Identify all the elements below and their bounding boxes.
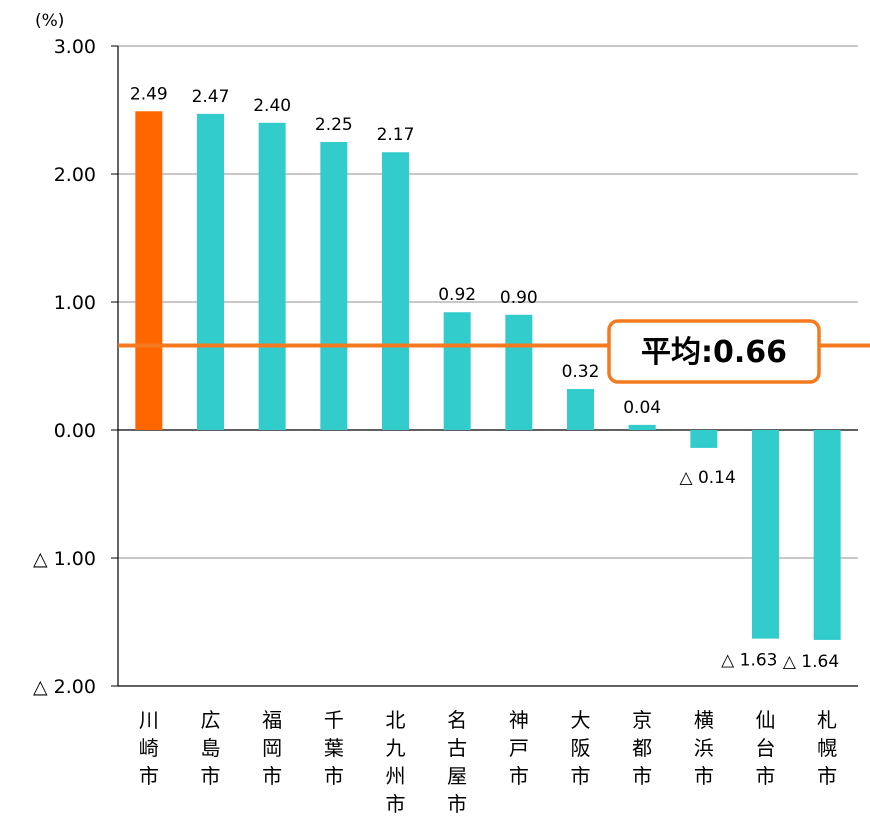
category-char: 大 [571, 708, 591, 732]
bar-10 [752, 430, 779, 639]
category-char: 福 [262, 708, 282, 732]
category-char: 市 [447, 792, 467, 816]
bar-7 [567, 389, 594, 430]
category-label: 千葉市 [324, 708, 344, 788]
category-label: 札幌市 [817, 708, 837, 788]
average-label-value: 0.66 [713, 335, 787, 370]
category-label: 広島市 [201, 708, 221, 788]
data-label: △ 1.64 [783, 652, 839, 672]
category-char: 川 [139, 708, 159, 732]
category-char: 横 [694, 708, 714, 732]
category-char: 市 [139, 764, 159, 788]
data-label: 2.17 [377, 125, 415, 145]
category-char: 市 [201, 764, 221, 788]
y-tick-labels: 3.00 2.00 1.00 0.00 △ 1.00 △ 2.00 [33, 36, 96, 698]
category-label: 神戸市 [509, 708, 529, 788]
data-label: 0.32 [562, 362, 600, 382]
category-char: 浜 [694, 736, 714, 760]
category-char: 広 [201, 708, 221, 732]
y-tick-label: 2.00 [54, 164, 96, 186]
data-label: 0.90 [500, 288, 538, 308]
category-char: 屋 [447, 764, 467, 788]
bar-5 [443, 312, 471, 430]
average-annotation: 平均:0.66 [118, 319, 870, 384]
category-char: 名 [447, 708, 467, 732]
y-tick-label: 0.00 [54, 420, 96, 442]
category-char: 市 [262, 764, 282, 788]
category-char: 市 [632, 764, 652, 788]
category-char: 市 [817, 764, 837, 788]
data-label: 2.47 [192, 87, 230, 107]
category-char: 千 [324, 708, 344, 732]
category-label: 川崎市 [139, 708, 159, 788]
category-char: 京 [632, 708, 652, 732]
category-char: 市 [756, 764, 776, 788]
bars [135, 111, 841, 640]
average-label: 平均:0.66 [641, 335, 787, 370]
category-char: 崎 [139, 736, 159, 760]
gridlines [118, 45, 858, 559]
category-char: 神 [509, 708, 529, 732]
category-char: 市 [571, 764, 591, 788]
category-char: 州 [386, 764, 406, 788]
data-label: 2.40 [253, 96, 291, 116]
data-label: 0.04 [623, 398, 661, 418]
data-labels: 2.49 2.47 2.40 2.25 2.17 0.92 0.90 0.32 0.04 △ 0.… [130, 84, 839, 672]
category-label: 京都市 [632, 708, 652, 788]
category-label: 福岡市 [262, 708, 282, 788]
category-char: 都 [632, 736, 652, 760]
bar-0 [135, 111, 163, 430]
category-label: 仙台市 [756, 708, 776, 788]
category-char: 古 [447, 736, 467, 760]
category-char: 台 [756, 736, 776, 760]
bar-8 [628, 424, 656, 430]
data-label: 2.25 [315, 115, 353, 135]
category-char: 市 [509, 764, 529, 788]
bar-11 [813, 430, 841, 640]
category-char: 阪 [571, 736, 591, 760]
bar-9 [690, 430, 718, 448]
data-label: 2.49 [130, 84, 168, 104]
category-char: 戸 [509, 736, 529, 760]
average-label-prefix: 平均: [641, 335, 713, 370]
bar-2 [258, 122, 286, 431]
data-label: △ 1.63 [721, 651, 777, 671]
bar-4 [382, 152, 409, 431]
category-char: 葉 [324, 736, 344, 760]
y-tick-label: 1.00 [54, 292, 96, 314]
category-char: 北 [386, 708, 406, 732]
category-char: 九 [386, 736, 406, 760]
bar-6 [505, 314, 533, 430]
category-char: 島 [201, 736, 221, 760]
category-char: 仙 [756, 708, 776, 732]
axes [111, 45, 858, 687]
category-char: 市 [386, 792, 406, 816]
y-tick-label: △ 1.00 [33, 548, 96, 570]
data-label: △ 0.14 [679, 468, 735, 488]
y-tick-label: △ 2.00 [33, 676, 96, 698]
category-char: 幌 [817, 736, 837, 760]
unit-label: (%) [35, 11, 64, 31]
category-char: 市 [324, 764, 344, 788]
category-label: 大阪市 [571, 708, 591, 788]
category-char: 市 [694, 764, 714, 788]
category-char: 岡 [262, 736, 282, 760]
bar-1 [197, 113, 224, 430]
category-char: 札 [817, 708, 837, 732]
category-label: 横浜市 [694, 708, 714, 788]
bar-3 [320, 142, 348, 430]
y-tick-label: 3.00 [54, 36, 96, 58]
average-label-box [607, 319, 821, 384]
data-label: 0.92 [438, 285, 476, 305]
